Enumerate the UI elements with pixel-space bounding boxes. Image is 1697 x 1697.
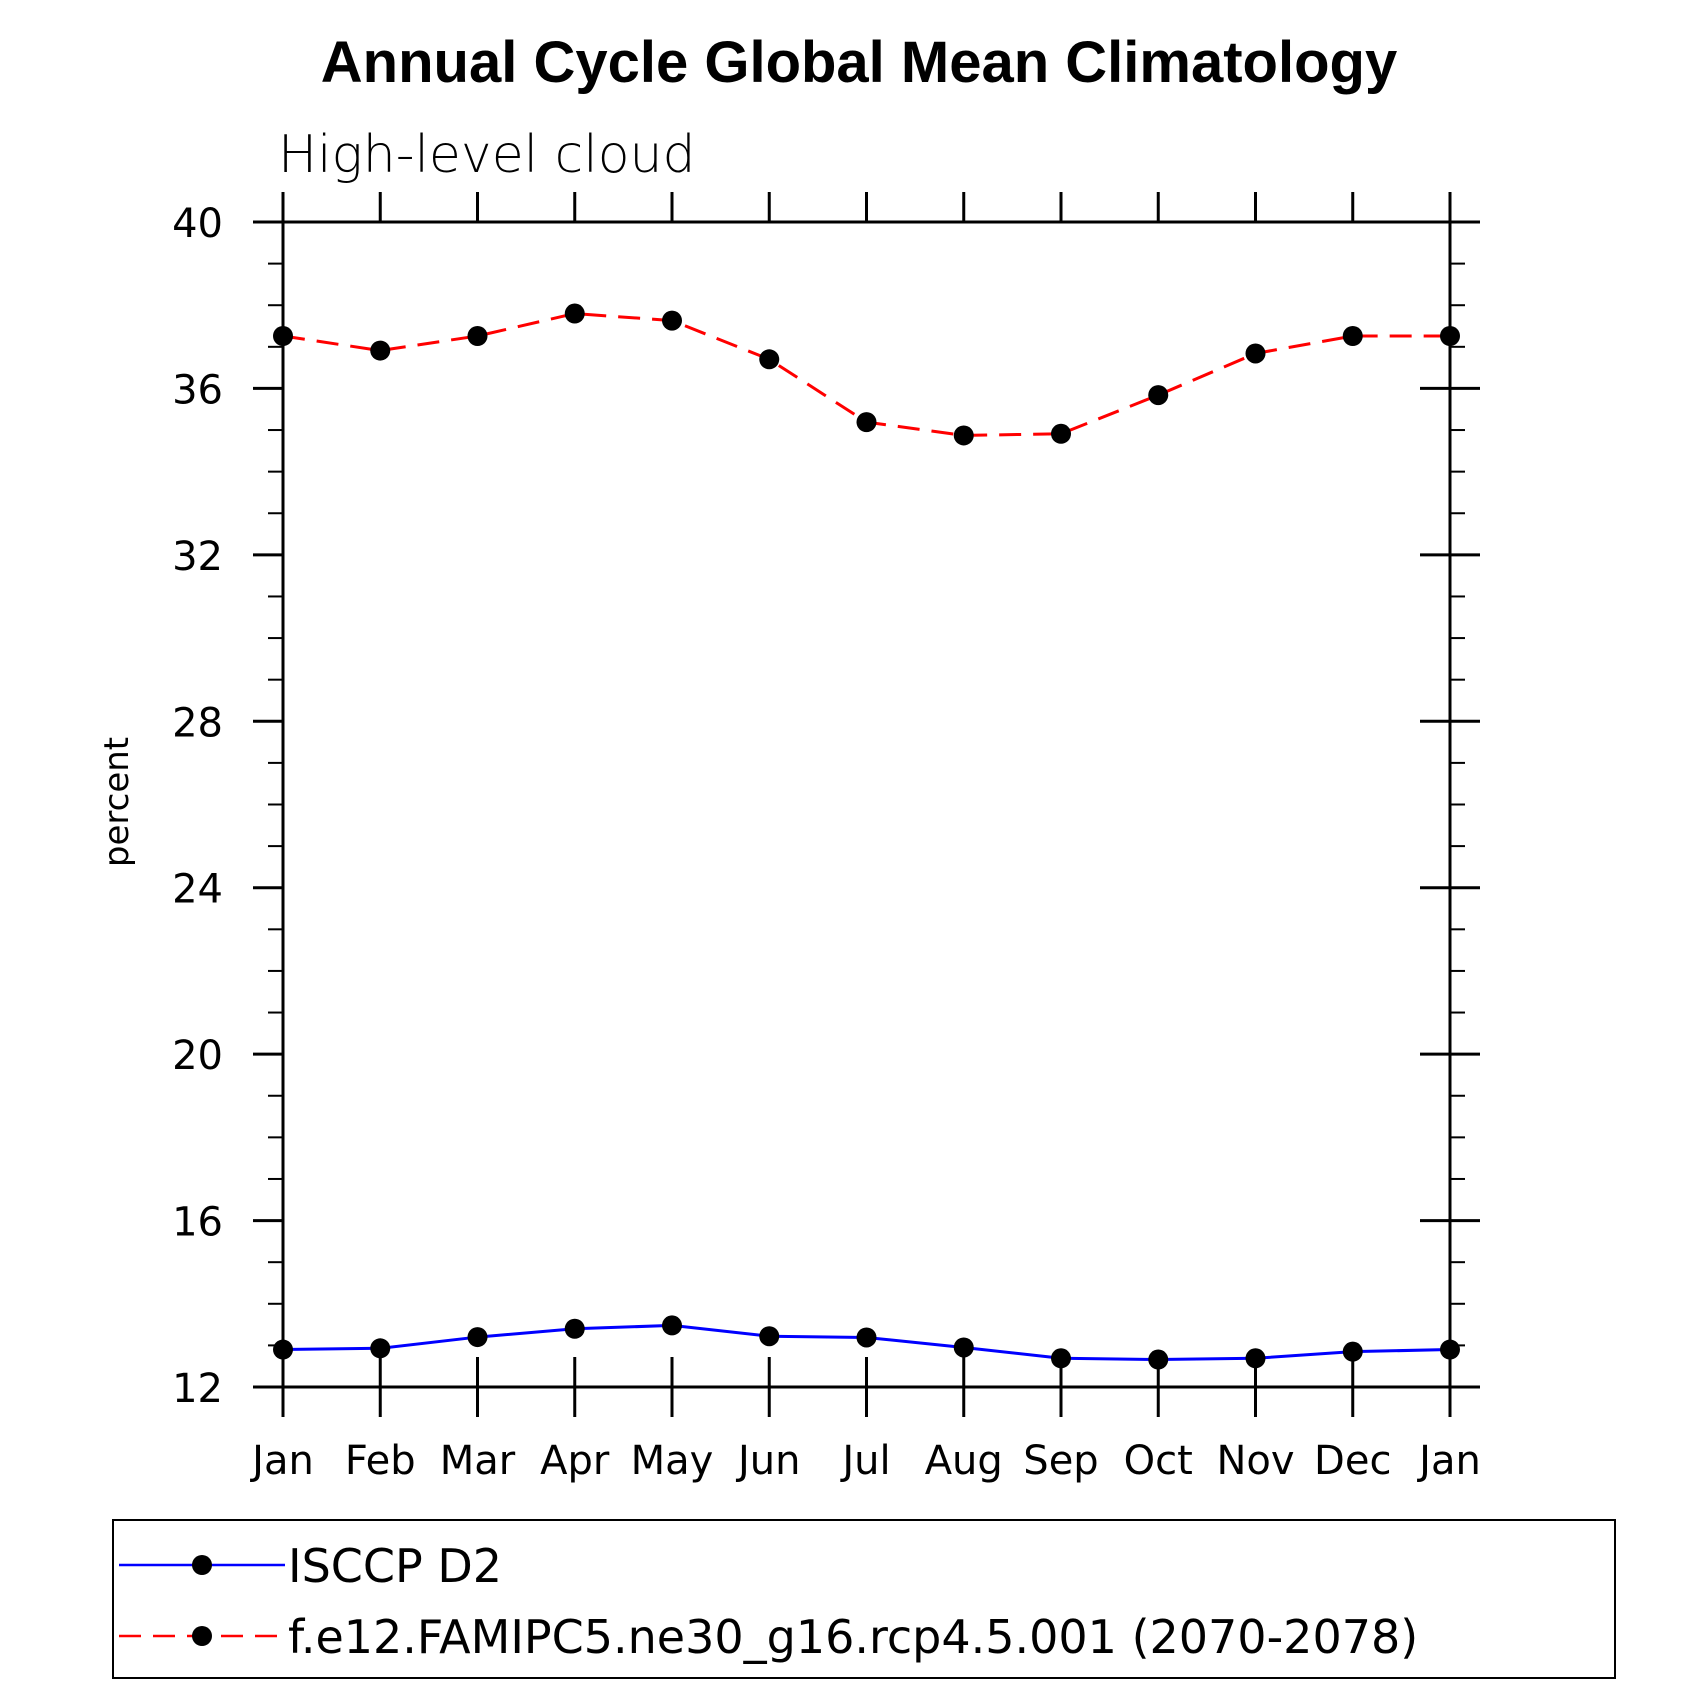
series-1-point [1440,326,1460,347]
series-1-point [273,326,293,347]
series-1-point [953,425,974,446]
series-0-point [467,1327,488,1348]
y-minor-ticks [268,262,1465,1347]
x-tick-label: May [631,1438,714,1484]
y-tick-label: 40 [172,201,223,247]
y-tick-label: 16 [172,1200,223,1246]
series-0-point [1148,1349,1169,1370]
legend-marker-model [192,1626,212,1646]
series-0-point [1245,1348,1266,1369]
legend: ISCCP D2 f.e12.FAMIPC5.ne30_g16.rcp4.5.0… [112,1519,1616,1679]
x-tick-label: Apr [540,1438,610,1484]
x-tick-label: Jul [839,1438,890,1484]
series-1-point [1051,423,1071,444]
plot-frame [281,220,1452,1389]
chart-subtitle: High-level cloud [278,125,695,185]
series-1-point [1245,343,1266,364]
series-layer [273,303,1460,1370]
series-1-point [759,349,780,370]
y-tick-labels: 12 16 20 24 28 32 36 40 [172,201,223,1412]
y-tick-label: 12 [172,1366,223,1412]
x-tick-label: Nov [1216,1438,1294,1484]
legend-label-isccp: ISCCP D2 [288,1539,502,1593]
x-tick-label: Jun [735,1438,801,1484]
x-tick-label: Dec [1314,1438,1391,1484]
series-0-point [273,1339,293,1360]
y-tick-label: 32 [172,534,223,580]
y-axis-label: percent [97,737,137,867]
series-0-point [662,1315,682,1336]
series-0-point [856,1327,877,1348]
y-major-ticks [253,220,1480,1389]
legend-label-model: f.e12.FAMIPC5.ne30_g16.rcp4.5.001 (2070-… [288,1610,1418,1664]
x-tick-label: Aug [925,1438,1003,1484]
series-1-point [856,412,877,433]
chart-title: Annual Cycle Global Mean Climatology [321,30,1397,95]
series-0-point [564,1318,585,1339]
y-tick-label: 36 [172,367,223,413]
series-0-point [759,1326,780,1347]
x-tick-labels: Jan Feb Mar Apr May Jun Jul Aug Sep Oct Nov Dec Jan [249,1438,1481,1484]
y-tick-label: 20 [172,1033,223,1079]
series-1-point [662,310,682,331]
x-tick-label: Sep [1023,1438,1098,1484]
series-0-point [1051,1348,1071,1369]
series-0-point [370,1338,391,1359]
x-tick-label: Oct [1124,1438,1193,1484]
series-1-point [370,340,391,361]
legend-marker-isccp [192,1555,212,1575]
series-0-point [1342,1341,1363,1362]
x-ticks [281,192,1452,1417]
y-tick-label: 28 [172,700,223,746]
x-tick-label: Jan [1416,1438,1481,1484]
series-1-point [564,303,585,324]
series-1-point [467,326,488,347]
series-0-point [1440,1339,1460,1360]
series-1-point [1342,326,1363,347]
x-tick-label: Jan [249,1438,314,1484]
x-tick-label: Feb [345,1438,416,1484]
y-tick-label: 24 [172,867,223,913]
x-tick-label: Mar [440,1438,516,1484]
series-0-point [953,1337,974,1358]
legend-box [112,1519,1616,1679]
series-1-point [1148,385,1169,406]
